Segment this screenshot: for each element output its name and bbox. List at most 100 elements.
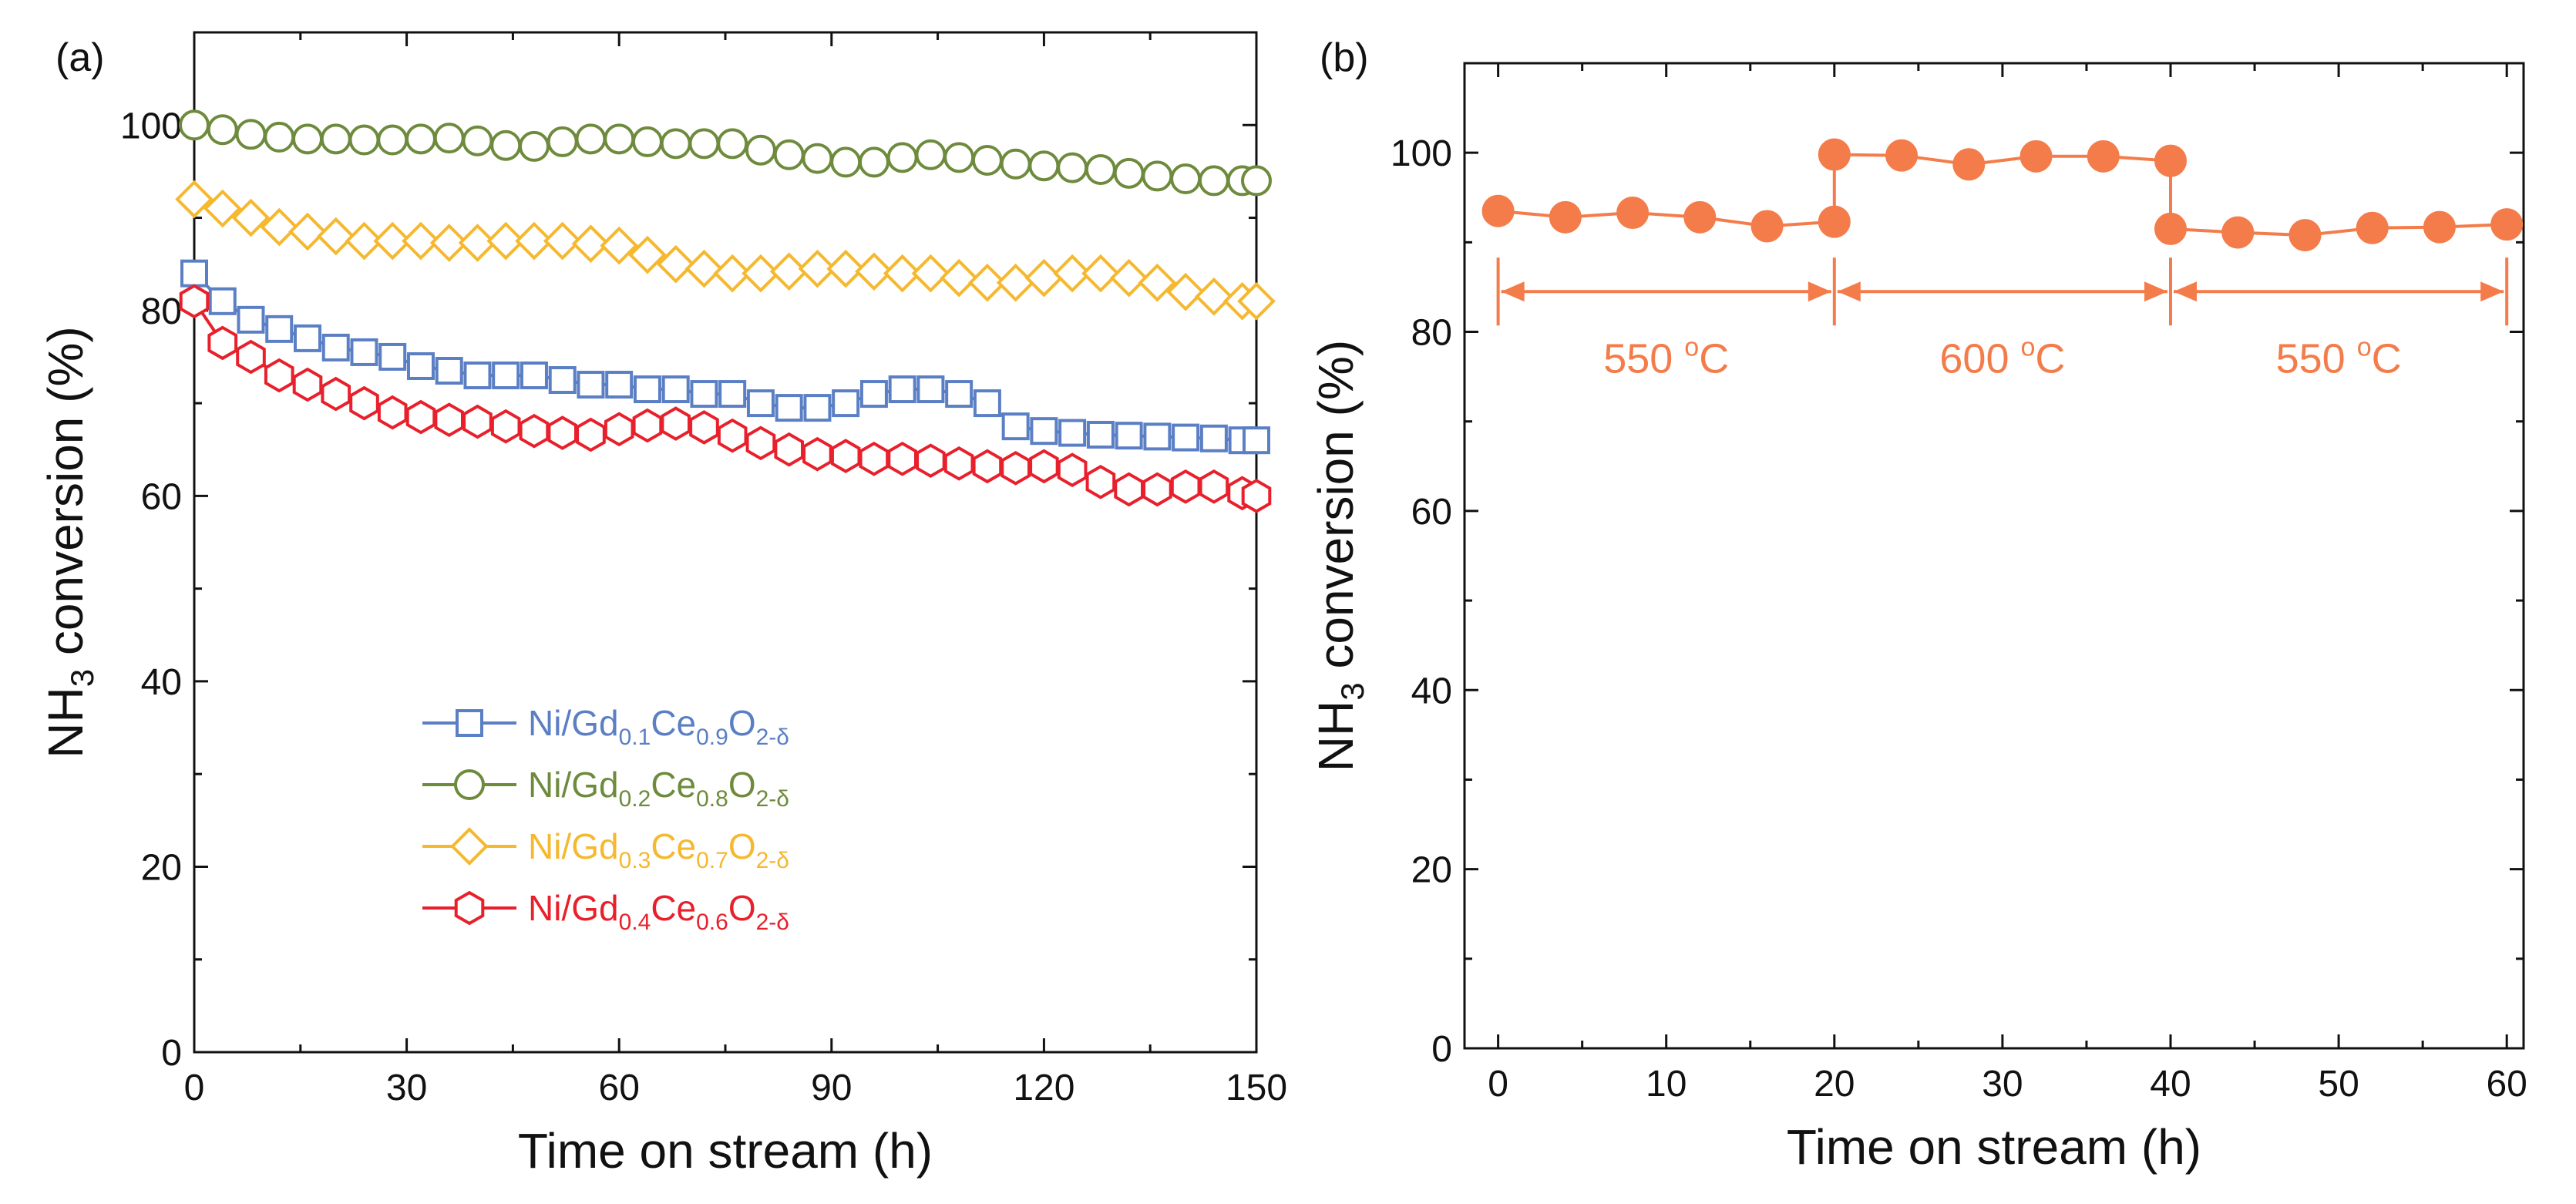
- series-2-point: [377, 124, 409, 156]
- y-axis-title-main: NH: [38, 687, 93, 758]
- series-3-point: [769, 252, 809, 291]
- series-conversion: [1481, 138, 2524, 252]
- series-2-point: [1113, 157, 1145, 189]
- series-4-point: [377, 395, 408, 430]
- series-2-point: [915, 139, 947, 170]
- legend-item-2: Ni/Gd0.2Ce0.8O2-δ: [422, 765, 789, 812]
- series-3-point: [571, 224, 610, 264]
- series-4-point: [1114, 472, 1144, 507]
- series-3-point: [826, 249, 866, 288]
- series-2-point: [348, 124, 380, 156]
- panel-label-a: (a): [55, 35, 105, 80]
- series-4-point: [1142, 472, 1172, 507]
- legend-label-part: Ce: [651, 888, 696, 928]
- legend-label-part: Ce: [651, 826, 696, 866]
- series-4-point: [632, 408, 663, 443]
- y-tick-label: 100: [120, 106, 182, 146]
- panel-a-chart: (a) 0 30 60 90 120 150 0 20 40 60 80 100 Time on stre…: [38, 31, 1287, 1179]
- series-conversion-point: [1481, 194, 1515, 227]
- legend-label-part: Ni/Gd: [528, 888, 619, 928]
- series-1: [180, 259, 1270, 455]
- legend-label: Ni/Gd0.2Ce0.8O2-δ: [528, 765, 789, 812]
- y-axis-title-main: NH: [1308, 701, 1364, 772]
- series-4-point: [745, 425, 776, 461]
- series-conversion-point: [1683, 200, 1717, 234]
- y-axis-title-rest: conversion (%): [38, 326, 93, 669]
- series-2-point: [433, 123, 465, 154]
- x-tick-label: 120: [1013, 1068, 1074, 1108]
- series-2-point: [235, 119, 267, 150]
- series-4-point: [547, 415, 577, 450]
- series-3-point: [515, 221, 553, 261]
- legend-label-sub: 0.1: [619, 725, 651, 750]
- series-3-point: [543, 221, 582, 261]
- range-temperature-value: 550: [2276, 335, 2357, 382]
- legend-label-sub: 0.6: [696, 910, 728, 935]
- plot-frame: [193, 31, 1258, 1054]
- series-4-point: [1057, 452, 1088, 488]
- temperature-range-1: 550 oC: [1501, 281, 1831, 382]
- legend-item-1: Ni/Gd0.1Ce0.9O2-δ: [422, 703, 789, 750]
- x-tick-label: 150: [1226, 1068, 1287, 1108]
- series-2-point: [1085, 154, 1116, 186]
- series-1-point: [265, 314, 294, 343]
- series-2-point: [943, 142, 975, 173]
- series-3-point: [288, 212, 327, 251]
- y-axis-title: NH3 conversion (%): [1308, 340, 1370, 772]
- series-2-point: [291, 123, 323, 155]
- series-1-point: [746, 389, 775, 418]
- legend-label-part: Ce: [651, 703, 696, 743]
- x-tick-label: 0: [1488, 1064, 1508, 1105]
- plot-frame: [1463, 62, 2525, 1050]
- legend-label-part: O: [728, 765, 756, 805]
- series-4-point: [292, 367, 323, 402]
- series-3-point: [175, 180, 214, 219]
- legend-label-sub: 0.8: [696, 786, 728, 812]
- range-temperature-label: 550 oC: [1603, 332, 1729, 382]
- legend-item-3: Ni/Gd0.3Ce0.7O2-δ: [422, 826, 789, 873]
- series-1-point: [577, 371, 605, 399]
- series-2-point: [1170, 163, 1202, 195]
- temperature-range-3: 550 oC: [2174, 281, 2504, 382]
- series-4-point: [830, 439, 861, 473]
- range-temperature-degree: o: [2020, 332, 2035, 362]
- series-1-point: [718, 380, 747, 409]
- legend: Ni/Gd0.1Ce0.9O2-δNi/Gd0.2Ce0.8O2-δNi/Gd0…: [422, 703, 789, 935]
- x-tick-label: 30: [386, 1068, 427, 1108]
- series-2-point: [405, 123, 436, 155]
- series-4-point: [661, 406, 691, 441]
- series-4-point: [462, 404, 493, 439]
- series-1-point: [180, 259, 208, 288]
- series-2-point: [631, 126, 663, 157]
- legend-label-part: Ce: [651, 765, 696, 805]
- y-axis-title-rest: conversion (%): [1308, 340, 1364, 683]
- series-4-point: [1199, 469, 1229, 504]
- y-tick-label: 20: [1411, 850, 1452, 891]
- series-1-point: [945, 380, 974, 409]
- series-2-point: [886, 142, 918, 173]
- series-4-point: [349, 385, 379, 421]
- series-1-point: [463, 362, 492, 390]
- series-2-point: [207, 114, 238, 146]
- series-1-point: [1086, 420, 1115, 449]
- range-temperature-value: 600: [1939, 335, 2020, 382]
- legend-marker: [454, 890, 485, 926]
- legend-label-sub: 0.2: [619, 786, 651, 812]
- x-tick-label: 60: [599, 1068, 640, 1108]
- series-3-point: [1053, 254, 1091, 293]
- x-tick-label: 0: [184, 1068, 205, 1108]
- series-conversion-point: [2423, 210, 2456, 244]
- series-4-point: [179, 284, 210, 319]
- series-1-point: [605, 371, 634, 399]
- series-3-point: [1166, 272, 1205, 311]
- y-axis-title-sub: 3: [64, 669, 100, 687]
- series-3-point: [968, 263, 1007, 302]
- series-1-point: [208, 287, 237, 315]
- series-conversion-point: [1818, 138, 1851, 171]
- series-3-point: [798, 249, 837, 288]
- series-1-point: [690, 380, 718, 409]
- series-2-point: [802, 143, 833, 174]
- series-4-point: [916, 443, 946, 479]
- series-2-point: [1000, 148, 1031, 180]
